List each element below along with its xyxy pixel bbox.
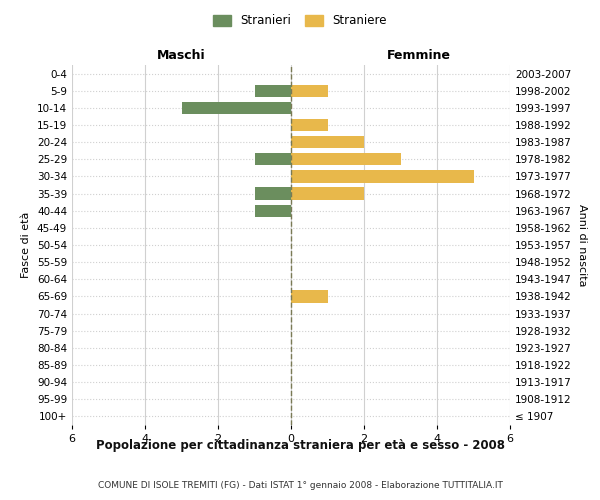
Text: Popolazione per cittadinanza straniera per età e sesso - 2008: Popolazione per cittadinanza straniera p… [95, 440, 505, 452]
Text: Maschi: Maschi [157, 50, 206, 62]
Bar [291, 84, 328, 97]
Y-axis label: Anni di nascita: Anni di nascita [577, 204, 587, 286]
Text: Femmine: Femmine [387, 50, 451, 62]
Bar [291, 170, 473, 182]
Legend: Stranieri, Straniere: Stranieri, Straniere [209, 11, 391, 31]
Bar [254, 84, 291, 97]
Bar [291, 153, 401, 166]
Bar [291, 188, 364, 200]
Bar [182, 102, 291, 114]
Bar [254, 204, 291, 217]
Text: COMUNE DI ISOLE TREMITI (FG) - Dati ISTAT 1° gennaio 2008 - Elaborazione TUTTITA: COMUNE DI ISOLE TREMITI (FG) - Dati ISTA… [98, 481, 502, 490]
Bar [291, 290, 328, 302]
Bar [291, 119, 328, 131]
Y-axis label: Fasce di età: Fasce di età [22, 212, 31, 278]
Bar [291, 136, 364, 148]
Bar [254, 188, 291, 200]
Bar [254, 153, 291, 166]
